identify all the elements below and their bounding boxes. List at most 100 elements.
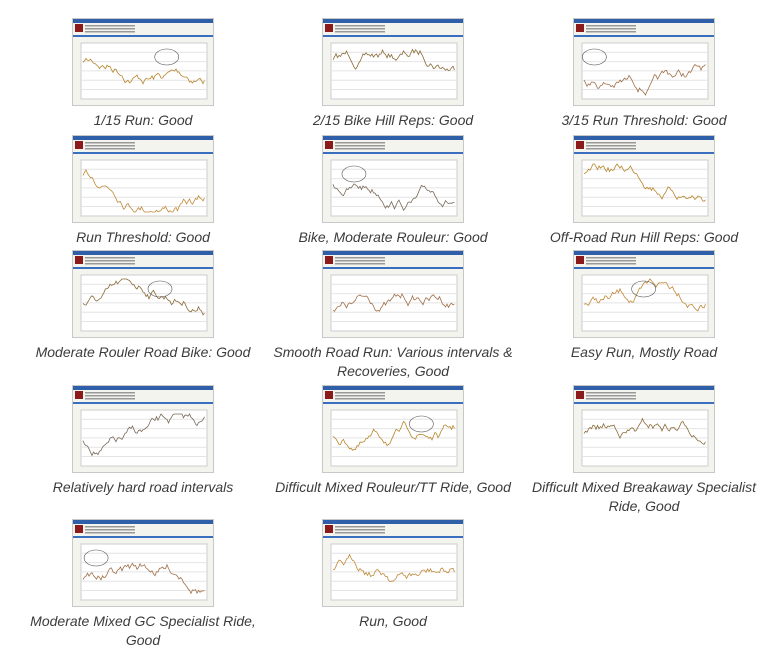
gallery-item[interactable]: Run, Good [268, 519, 518, 631]
thumbnail[interactable] [322, 18, 464, 106]
gallery-item[interactable]: Bike, Moderate Rouleur: Good [268, 135, 518, 247]
icon [75, 256, 83, 264]
caption: 3/15 Run Threshold: Good [561, 112, 727, 128]
thumbnail[interactable] [72, 135, 214, 223]
title-bar [574, 19, 714, 23]
thumbnail-image [323, 136, 463, 217]
caption: 2/15 Bike Hill Reps: Good [312, 112, 474, 128]
info-line [586, 392, 636, 394]
title-bar [574, 251, 714, 255]
thumbnail[interactable] [322, 519, 464, 607]
info-line [85, 142, 135, 144]
toolbar [73, 152, 213, 154]
caption: Smooth Road Run: Various intervals & Rec… [273, 344, 513, 379]
gallery-item[interactable]: 1/15 Run: Good [18, 18, 268, 130]
thumbnail[interactable] [72, 250, 214, 338]
thumbnail-image [323, 19, 463, 100]
thumbnail[interactable] [573, 18, 715, 106]
gallery-item[interactable]: Moderate Rouler Road Bike: Good [18, 250, 268, 362]
trace [332, 48, 455, 72]
thumbnail-image [73, 251, 213, 332]
info-line [335, 532, 385, 534]
gallery-item[interactable]: Difficult Mixed Breakaway Specialist Rid… [519, 385, 769, 516]
toolbar [574, 152, 714, 154]
info-line [335, 25, 385, 27]
annotation-circle [83, 549, 109, 567]
trace [82, 413, 205, 457]
icon [75, 525, 83, 533]
annotation-circle [341, 165, 367, 183]
gallery-item[interactable]: Off-Road Run Hill Reps: Good [519, 135, 769, 247]
info-line [335, 263, 385, 265]
toolbar [73, 402, 213, 404]
icon [576, 391, 584, 399]
thumbnail-image [323, 386, 463, 467]
thumbnail[interactable] [573, 135, 715, 223]
info-line [335, 145, 385, 147]
thumbnail[interactable] [72, 18, 214, 106]
thumbnail[interactable] [72, 519, 214, 607]
thumbnail[interactable] [322, 135, 464, 223]
icon [325, 256, 333, 264]
icon [75, 24, 83, 32]
info-line [586, 142, 636, 144]
thumbnail[interactable] [573, 385, 715, 473]
info-line [85, 532, 135, 534]
gallery-item[interactable]: Run Threshold: Good [18, 135, 268, 247]
trace [583, 417, 706, 445]
gallery-item[interactable]: Relatively hard road intervals [18, 385, 268, 497]
info-line [85, 25, 135, 27]
info-line [85, 529, 135, 531]
thumbnail[interactable] [72, 385, 214, 473]
toolbar [574, 35, 714, 37]
icon [576, 256, 584, 264]
trace [583, 163, 706, 202]
thumbnail[interactable] [322, 250, 464, 338]
gallery-item[interactable]: Easy Run, Mostly Road [519, 250, 769, 362]
caption: Easy Run, Mostly Road [570, 344, 718, 360]
title-bar [73, 386, 213, 390]
caption: Run, Good [359, 613, 427, 629]
caption: Run Threshold: Good [76, 229, 210, 245]
trace [332, 553, 455, 583]
thumbnail[interactable] [322, 385, 464, 473]
trace [82, 278, 205, 316]
info-line [335, 395, 385, 397]
trace [332, 292, 455, 312]
caption: Difficult Mixed Breakaway Specialist Rid… [531, 479, 757, 514]
info-line [335, 28, 385, 30]
thumbnail[interactable] [573, 250, 715, 338]
title-bar [73, 251, 213, 255]
gallery-item[interactable]: Moderate Mixed GC Specialist Ride, Good [18, 519, 268, 650]
title-bar [574, 136, 714, 140]
gallery-item[interactable]: 2/15 Bike Hill Reps: Good [268, 18, 518, 130]
gallery-item[interactable]: Difficult Mixed Rouleur/TT Ride, Good [268, 385, 518, 497]
info-line [335, 526, 385, 528]
trace [583, 278, 706, 312]
caption: Off-Road Run Hill Reps: Good [549, 229, 739, 245]
thumbnail-image [574, 251, 714, 332]
gallery-item[interactable]: 3/15 Run Threshold: Good [519, 18, 769, 130]
title-bar [323, 19, 463, 23]
info-line [335, 142, 385, 144]
thumbnail-image [323, 520, 463, 601]
info-line [586, 398, 636, 400]
icon [325, 525, 333, 533]
title-bar [323, 136, 463, 140]
toolbar [574, 402, 714, 404]
info-line [586, 263, 636, 265]
toolbar [73, 35, 213, 37]
info-line [85, 148, 135, 150]
title-bar [574, 386, 714, 390]
toolbar [323, 267, 463, 269]
toolbar [73, 536, 213, 538]
info-line [586, 395, 636, 397]
gallery-item[interactable]: Smooth Road Run: Various intervals & Rec… [268, 250, 518, 381]
thumbnail-image [73, 136, 213, 217]
trace [82, 562, 205, 595]
info-line [85, 31, 135, 33]
info-line [85, 392, 135, 394]
info-line [586, 148, 636, 150]
thumbnail-image [574, 19, 714, 100]
